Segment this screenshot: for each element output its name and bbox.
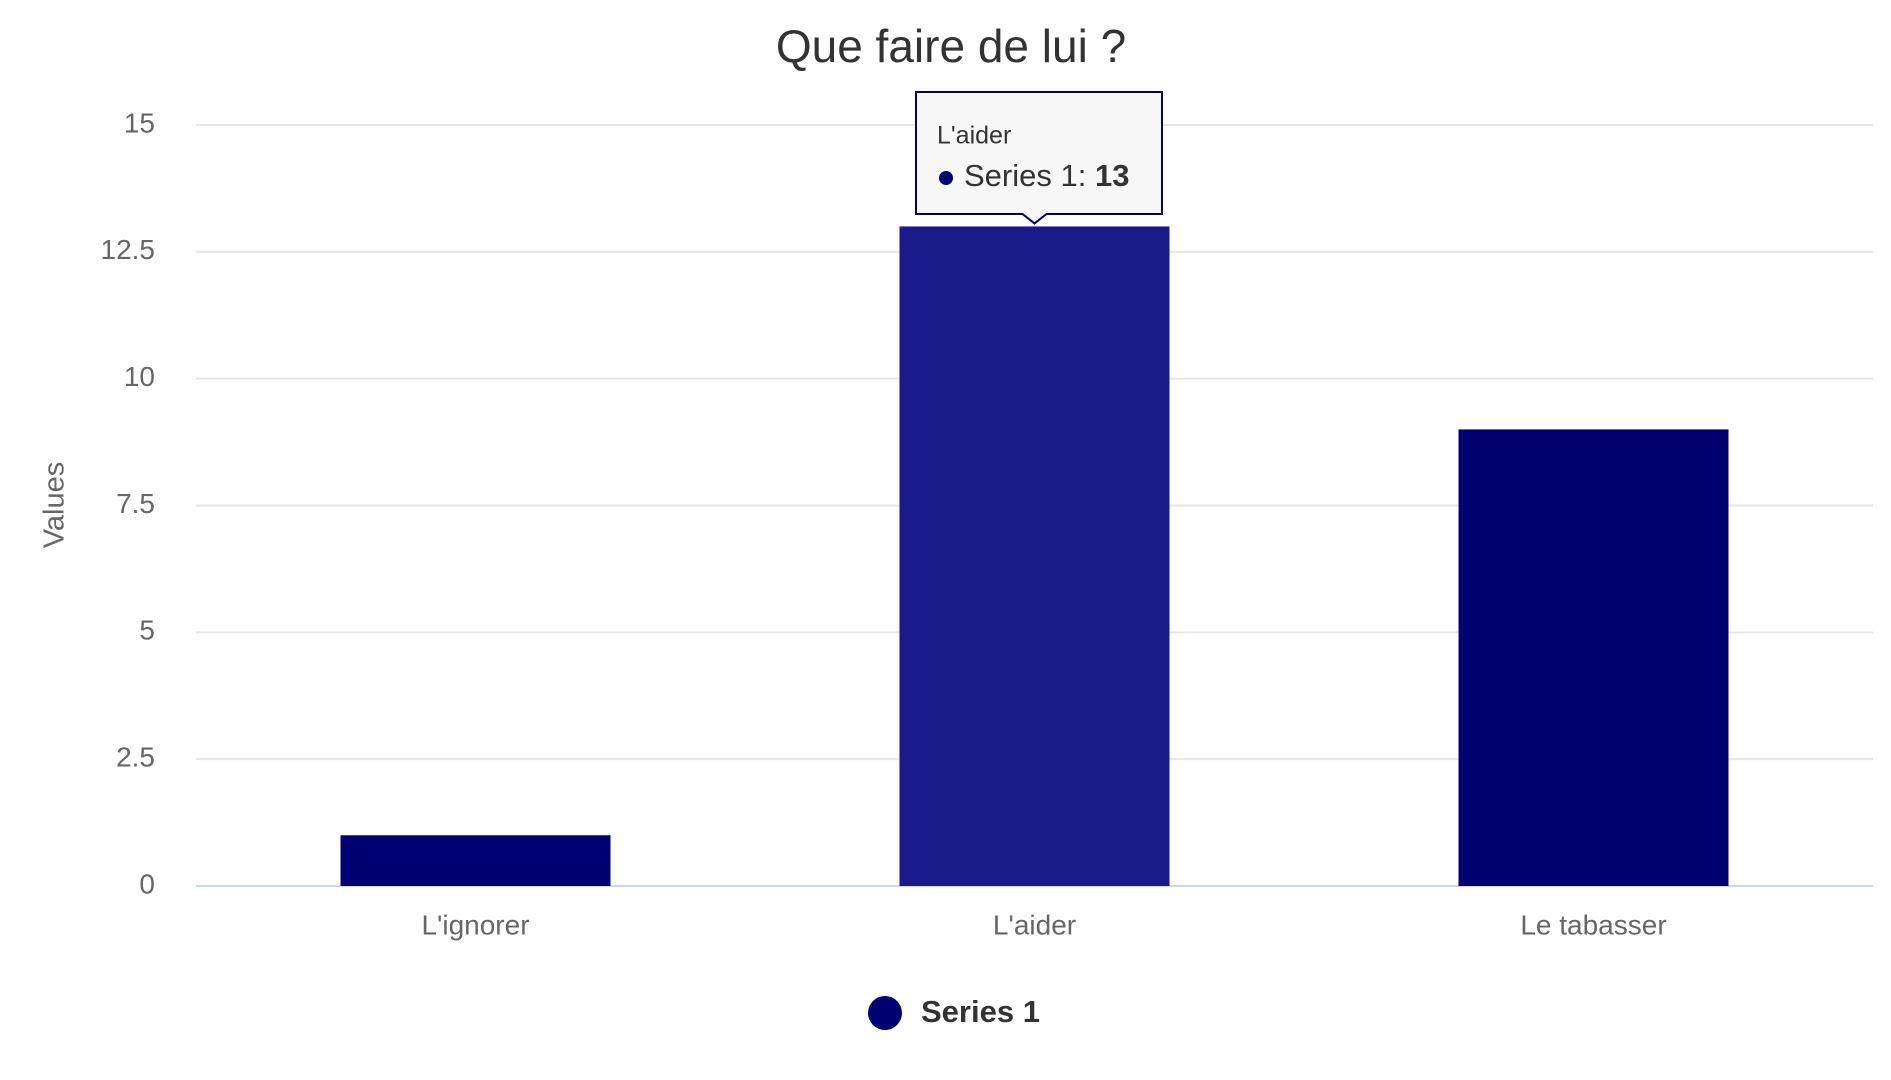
y-tick-label: 0	[139, 868, 155, 899]
y-axis-title: Values	[39, 462, 71, 549]
tooltip-value: Series 1: 13	[964, 158, 1129, 193]
y-tick-label: 7.5	[116, 488, 155, 519]
y-tick-label: 12.5	[101, 234, 156, 265]
tooltip-series: Series 1	[964, 158, 1078, 193]
tooltip: L'aider Series 1: 13	[915, 91, 1163, 225]
bar	[340, 835, 611, 886]
tooltip-marker	[939, 171, 953, 185]
x-tick-label: L'ignorer	[421, 909, 529, 940]
bar	[899, 226, 1170, 886]
tooltip-number: 13	[1095, 158, 1129, 193]
legend-label: Series 1	[921, 994, 1040, 1029]
y-tick-label: 15	[124, 107, 155, 138]
tooltip-category: L'aider	[937, 122, 1011, 150]
y-tick-label: 2.5	[116, 742, 155, 773]
x-tick-label: Le tabasser	[1520, 909, 1666, 940]
y-tick-label: 5	[139, 615, 155, 646]
chart-title: Que faire de lui ?	[776, 20, 1126, 72]
legend-marker	[868, 996, 902, 1030]
x-tick-label: L'aider	[993, 909, 1076, 940]
bar	[1458, 429, 1729, 886]
y-tick-label: 10	[124, 361, 155, 392]
tooltip-box	[915, 91, 1163, 225]
